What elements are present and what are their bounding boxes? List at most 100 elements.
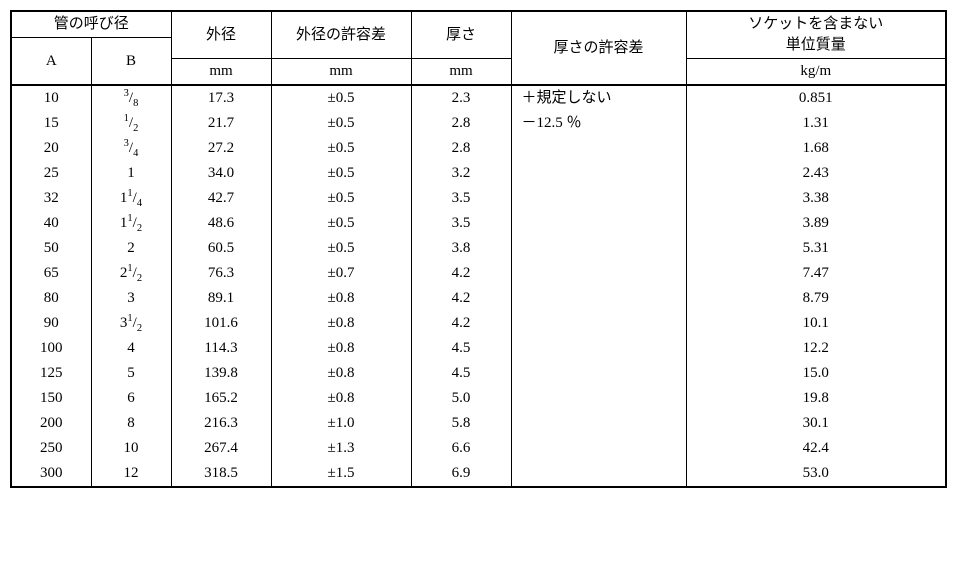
cell-od: 34.0 (171, 161, 271, 186)
table-row: 2008216.3±1.05.8 30.1 (11, 411, 946, 436)
table-row: 3211/442.7±0.53.5 3.38 (11, 186, 946, 211)
cell-b: 6 (91, 386, 171, 411)
cell-weight: 1.68 (686, 136, 946, 161)
cell-weight: 15.0 (686, 361, 946, 386)
cell-thk: 4.5 (411, 336, 511, 361)
cell-od: 76.3 (171, 261, 271, 286)
header-weight: ソケットを含まない単位質量 (686, 11, 946, 59)
cell-thk-tol (511, 186, 686, 211)
cell-a: 25 (11, 161, 91, 186)
cell-a: 300 (11, 461, 91, 487)
cell-b: 3/8 (91, 85, 171, 111)
table-row: 4011/248.6±0.53.5 3.89 (11, 211, 946, 236)
cell-od: 267.4 (171, 436, 271, 461)
pipe-spec-table: 管の呼び径 外径 外径の許容差 厚さ 厚さの許容差 ソケットを含まない単位質量 … (10, 10, 947, 488)
cell-od: 21.7 (171, 111, 271, 136)
cell-thk: 3.5 (411, 186, 511, 211)
cell-od: 318.5 (171, 461, 271, 487)
cell-od-tol: ±0.5 (271, 161, 411, 186)
cell-weight: 1.31 (686, 111, 946, 136)
table-row: 6521/276.3±0.74.2 7.47 (11, 261, 946, 286)
cell-thk-tol (511, 161, 686, 186)
cell-od: 42.7 (171, 186, 271, 211)
cell-weight: 3.89 (686, 211, 946, 236)
cell-thk-tol (511, 436, 686, 461)
cell-a: 250 (11, 436, 91, 461)
cell-thk-tol: ＋規定しない (511, 85, 686, 111)
cell-od-tol: ±0.5 (271, 136, 411, 161)
cell-a: 40 (11, 211, 91, 236)
header-od: 外径 (171, 11, 271, 59)
cell-weight: 7.47 (686, 261, 946, 286)
cell-thk: 4.2 (411, 286, 511, 311)
table-row: 203/427.2±0.52.8 1.68 (11, 136, 946, 161)
cell-thk: 2.3 (411, 85, 511, 111)
cell-od-tol: ±0.5 (271, 211, 411, 236)
cell-a: 100 (11, 336, 91, 361)
cell-od: 48.6 (171, 211, 271, 236)
cell-od-tol: ±0.5 (271, 85, 411, 111)
cell-b: 10 (91, 436, 171, 461)
cell-thk-tol (511, 236, 686, 261)
cell-weight: 42.4 (686, 436, 946, 461)
cell-od-tol: ±0.8 (271, 311, 411, 336)
cell-weight: 53.0 (686, 461, 946, 487)
cell-thk-tol (511, 136, 686, 161)
cell-a: 200 (11, 411, 91, 436)
cell-b: 31/2 (91, 311, 171, 336)
cell-thk: 5.0 (411, 386, 511, 411)
cell-od: 165.2 (171, 386, 271, 411)
cell-od-tol: ±0.7 (271, 261, 411, 286)
cell-od-tol: ±1.0 (271, 411, 411, 436)
header-weight-unit: kg/m (686, 59, 946, 86)
cell-thk-tol (511, 411, 686, 436)
cell-thk-tol (511, 286, 686, 311)
cell-b: 3/4 (91, 136, 171, 161)
cell-thk-tol (511, 311, 686, 336)
cell-weight: 3.38 (686, 186, 946, 211)
header-col-a: A (11, 38, 91, 86)
cell-thk: 6.6 (411, 436, 511, 461)
cell-thk: 4.5 (411, 361, 511, 386)
cell-od-tol: ±0.8 (271, 336, 411, 361)
header-col-b: B (91, 38, 171, 86)
cell-thk: 6.9 (411, 461, 511, 487)
cell-b: 21/2 (91, 261, 171, 286)
cell-od: 17.3 (171, 85, 271, 111)
table-row: 50260.5±0.53.8 5.31 (11, 236, 946, 261)
cell-od: 89.1 (171, 286, 271, 311)
cell-od: 216.3 (171, 411, 271, 436)
cell-b: 11/2 (91, 211, 171, 236)
cell-a: 15 (11, 111, 91, 136)
cell-weight: 30.1 (686, 411, 946, 436)
cell-thk: 3.2 (411, 161, 511, 186)
cell-a: 32 (11, 186, 91, 211)
cell-b: 3 (91, 286, 171, 311)
header-thk-tol: 厚さの許容差 (511, 11, 686, 85)
table-row: 25134.0±0.53.2 2.43 (11, 161, 946, 186)
cell-thk-tol (511, 361, 686, 386)
cell-weight: 8.79 (686, 286, 946, 311)
header-nominal: 管の呼び径 (11, 11, 171, 38)
cell-a: 50 (11, 236, 91, 261)
cell-od-tol: ±0.5 (271, 111, 411, 136)
cell-a: 125 (11, 361, 91, 386)
cell-od: 27.2 (171, 136, 271, 161)
cell-weight: 2.43 (686, 161, 946, 186)
table-body: 103/817.3±0.52.3＋規定しない0.851151/221.7±0.5… (11, 85, 946, 487)
cell-b: 4 (91, 336, 171, 361)
cell-weight: 0.851 (686, 85, 946, 111)
header-thk-unit: mm (411, 59, 511, 86)
cell-b: 1/2 (91, 111, 171, 136)
cell-od-tol: ±0.5 (271, 236, 411, 261)
table-row: 1255139.8±0.84.5 15.0 (11, 361, 946, 386)
cell-od-tol: ±0.8 (271, 286, 411, 311)
cell-weight: 12.2 (686, 336, 946, 361)
cell-a: 80 (11, 286, 91, 311)
cell-b: 8 (91, 411, 171, 436)
cell-thk: 4.2 (411, 261, 511, 286)
cell-thk: 3.8 (411, 236, 511, 261)
cell-a: 150 (11, 386, 91, 411)
table-row: 25010267.4±1.36.6 42.4 (11, 436, 946, 461)
cell-a: 90 (11, 311, 91, 336)
